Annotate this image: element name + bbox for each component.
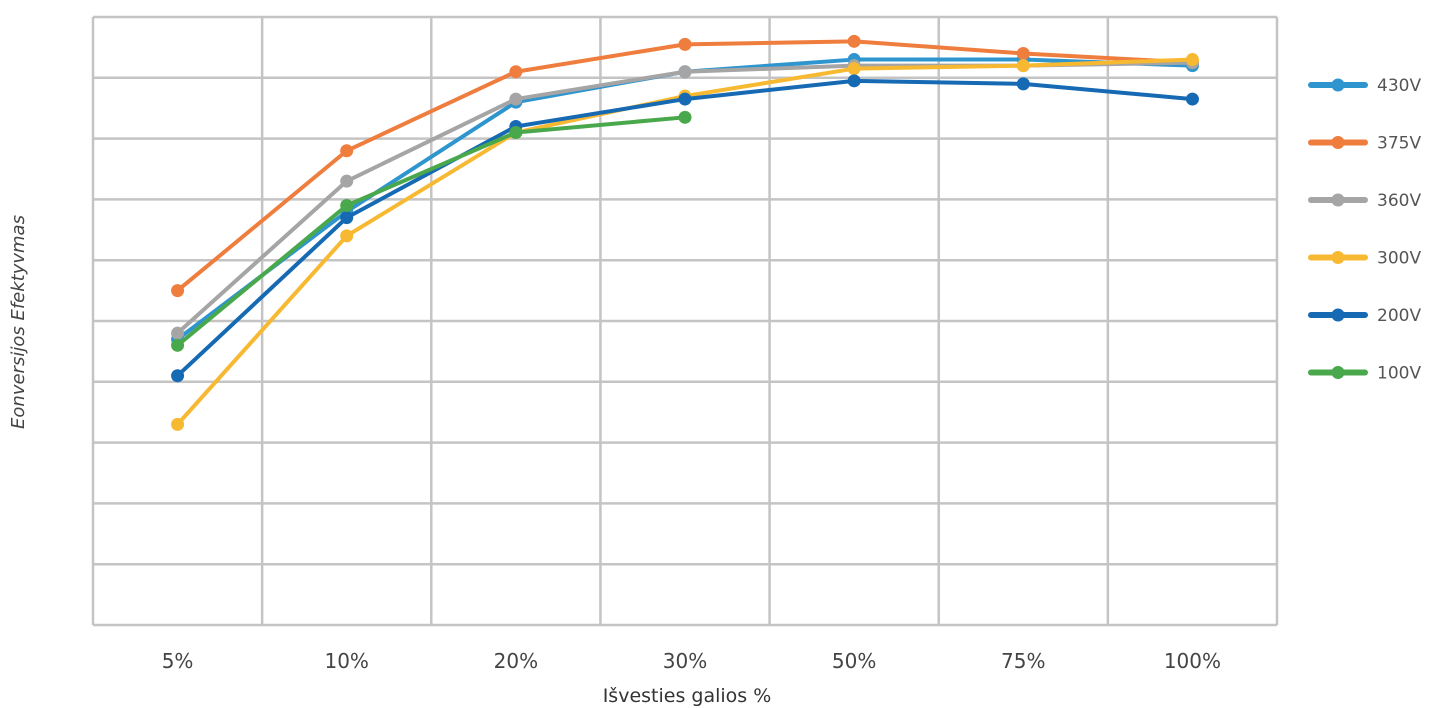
data-point (340, 144, 354, 158)
data-point (340, 229, 354, 243)
x-tick-label: 100% (1164, 649, 1221, 673)
legend-label: 430V (1377, 76, 1421, 96)
x-tick-label: 5% (162, 649, 194, 673)
series-100V (171, 110, 692, 352)
legend-item: 360V (1308, 191, 1421, 211)
data-point (171, 369, 185, 383)
data-point (171, 417, 185, 431)
data-point (847, 62, 861, 76)
data-point (340, 211, 354, 225)
series-375V (171, 34, 1199, 298)
data-point (1016, 59, 1030, 73)
data-point (678, 37, 692, 51)
series-200V (171, 74, 1199, 383)
data-point (678, 92, 692, 106)
x-tick-label: 20% (494, 649, 538, 673)
legend-swatch-dot (1331, 308, 1345, 322)
x-tick-label: 50% (832, 649, 876, 673)
legend-label: 360V (1377, 191, 1421, 211)
legend-item: 200V (1308, 306, 1421, 326)
legend-label: 100V (1377, 364, 1421, 384)
legend: 430V 375V 360V 300V 200V 100V (1308, 76, 1421, 384)
legend-swatch-dot (1331, 366, 1345, 379)
legend-item: 430V (1308, 76, 1421, 96)
data-point (340, 174, 354, 188)
x-axis-ticks: 5% 10% 20% 30% 50% 75% 100% (162, 649, 1221, 673)
data-point (678, 110, 692, 124)
data-point (171, 284, 185, 298)
series-lines (171, 34, 1199, 431)
series-line (175, 78, 1195, 378)
legend-item: 300V (1308, 249, 1421, 269)
series-300V (171, 53, 1199, 431)
data-point (1185, 92, 1199, 106)
data-point (847, 34, 861, 48)
data-point (509, 126, 523, 140)
series-line (175, 115, 687, 348)
data-point (678, 65, 692, 79)
data-point (1185, 53, 1199, 67)
data-point (509, 65, 523, 79)
legend-swatch-dot (1331, 78, 1345, 92)
data-point (1016, 77, 1030, 91)
data-point (847, 74, 861, 88)
data-point (171, 338, 185, 352)
y-axis-title: Eonversijos Efektyvmas (8, 215, 29, 429)
legend-label: 375V (1377, 134, 1421, 154)
data-point (171, 326, 185, 340)
legend-label: 300V (1377, 249, 1421, 269)
x-axis-title: Išvesties galios % (603, 685, 772, 707)
data-point (340, 198, 354, 212)
x-tick-label: 75% (1001, 649, 1045, 673)
x-tick-label: 30% (663, 649, 707, 673)
legend-swatch-dot (1331, 136, 1345, 149)
legend-swatch-dot (1331, 251, 1345, 264)
data-point (509, 92, 523, 106)
data-point (1016, 46, 1030, 60)
legend-label: 200V (1377, 306, 1421, 326)
x-tick-label: 10% (324, 649, 368, 673)
grid (91, 15, 1279, 627)
legend-item: 375V (1308, 134, 1421, 154)
legend-item: 100V (1308, 364, 1421, 384)
legend-swatch-dot (1331, 193, 1345, 207)
